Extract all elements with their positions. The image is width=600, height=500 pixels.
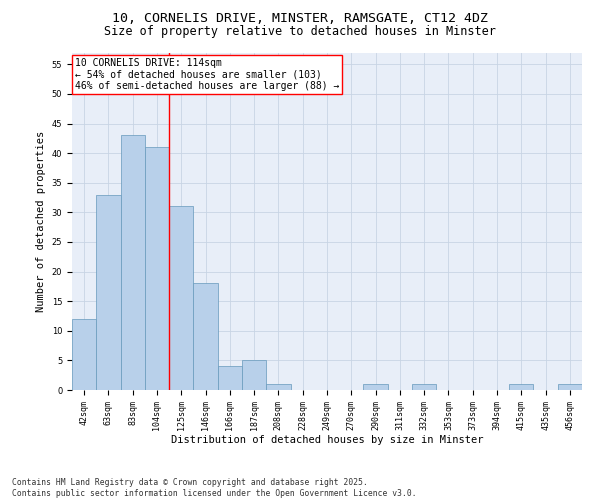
Bar	[558, 384, 582, 390]
Bar	[96, 194, 121, 390]
Bar	[145, 147, 169, 390]
Text: Size of property relative to detached houses in Minster: Size of property relative to detached ho…	[104, 25, 496, 38]
X-axis label: Distribution of detached houses by size in Minster: Distribution of detached houses by size …	[171, 436, 483, 446]
Text: 10, CORNELIS DRIVE, MINSTER, RAMSGATE, CT12 4DZ: 10, CORNELIS DRIVE, MINSTER, RAMSGATE, C…	[112, 12, 488, 26]
Bar	[412, 384, 436, 390]
Bar	[266, 384, 290, 390]
Bar	[121, 136, 145, 390]
Bar	[364, 384, 388, 390]
Bar	[72, 319, 96, 390]
Text: 10 CORNELIS DRIVE: 114sqm
← 54% of detached houses are smaller (103)
46% of semi: 10 CORNELIS DRIVE: 114sqm ← 54% of detac…	[74, 58, 339, 91]
Bar	[218, 366, 242, 390]
Bar	[169, 206, 193, 390]
Bar	[509, 384, 533, 390]
Text: Contains HM Land Registry data © Crown copyright and database right 2025.
Contai: Contains HM Land Registry data © Crown c…	[12, 478, 416, 498]
Bar	[193, 284, 218, 390]
Bar	[242, 360, 266, 390]
Y-axis label: Number of detached properties: Number of detached properties	[36, 130, 46, 312]
